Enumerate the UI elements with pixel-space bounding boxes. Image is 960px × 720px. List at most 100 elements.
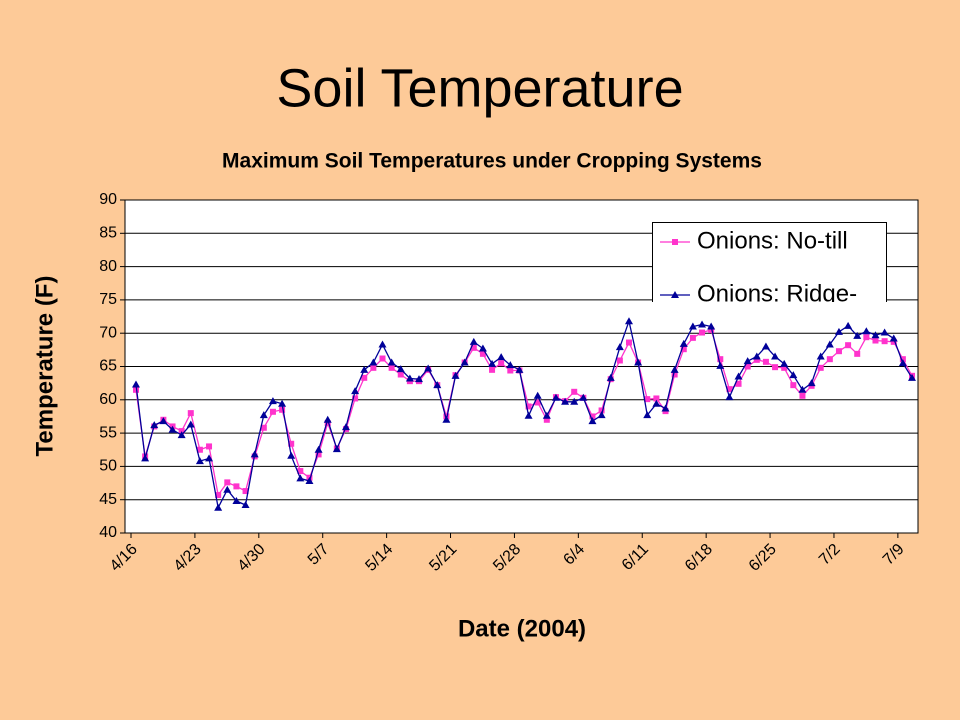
y-tick-label: 70 <box>99 324 117 341</box>
data-point <box>825 340 834 348</box>
data-point <box>725 393 734 401</box>
data-point <box>689 334 696 341</box>
data-point <box>195 457 204 465</box>
data-point <box>708 326 715 333</box>
data-point <box>297 468 304 475</box>
x-tick-label: 6/18 <box>682 541 716 575</box>
data-point <box>232 497 241 505</box>
data-point <box>379 355 386 362</box>
data-point <box>644 396 651 403</box>
data-point <box>259 411 268 419</box>
data-point <box>653 395 660 402</box>
data-point <box>223 485 232 493</box>
x-tick-label: 7/2 <box>816 541 844 569</box>
data-point <box>816 352 825 360</box>
data-point <box>588 417 597 425</box>
data-point <box>571 388 578 395</box>
data-point <box>415 375 424 383</box>
data-point <box>872 337 879 344</box>
data-point <box>525 403 532 410</box>
data-point <box>606 373 615 381</box>
data-point <box>332 445 341 453</box>
data-point <box>844 321 853 329</box>
data-point <box>752 352 761 360</box>
data-point <box>479 350 486 357</box>
data-point <box>661 404 670 412</box>
data-point <box>497 353 506 361</box>
y-axis-label: Temperature (F) <box>31 276 58 457</box>
data-point <box>378 340 387 348</box>
data-point <box>288 440 295 447</box>
legend-label: Onions: Ridge- <box>697 280 857 307</box>
data-point <box>772 364 779 371</box>
data-point <box>405 374 414 382</box>
y-tick-label: 55 <box>99 424 117 441</box>
data-point <box>680 346 687 353</box>
data-point <box>598 407 605 414</box>
legend-box <box>652 222 887 302</box>
data-point <box>260 424 267 431</box>
data-point <box>442 415 451 423</box>
data-point <box>854 350 861 357</box>
data-point <box>351 387 360 395</box>
data-point <box>150 421 159 429</box>
x-tick-label: 7/9 <box>880 541 908 569</box>
data-point <box>488 359 497 367</box>
y-tick-label: 40 <box>99 524 117 541</box>
data-point <box>507 367 514 374</box>
data-point <box>699 329 706 336</box>
legend-label: Onions: No-till <box>697 227 848 254</box>
data-point <box>370 364 377 371</box>
data-point <box>835 348 842 355</box>
data-point <box>159 417 168 425</box>
data-point <box>589 413 596 420</box>
data-point <box>798 385 807 393</box>
data-point <box>470 344 477 351</box>
data-point <box>205 454 214 462</box>
data-point <box>341 423 350 431</box>
data-point <box>324 420 331 427</box>
slide-title: Soil Temperature <box>276 58 683 118</box>
legend-marker <box>672 239 678 245</box>
data-point <box>397 371 404 378</box>
data-point <box>615 343 624 351</box>
data-point <box>323 415 332 423</box>
data-point <box>871 331 880 339</box>
data-point <box>387 358 396 366</box>
x-tick-label: 5/7 <box>305 541 333 569</box>
data-point <box>543 416 550 423</box>
data-point <box>652 399 661 407</box>
data-point <box>533 391 542 399</box>
x-tick-label: 5/21 <box>426 541 460 575</box>
data-point <box>305 477 314 485</box>
x-axis-label: Date (2004) <box>458 615 586 642</box>
data-point <box>489 366 496 373</box>
data-point <box>881 338 888 345</box>
data-point <box>834 327 843 335</box>
y-tick-label: 75 <box>99 291 117 308</box>
data-point <box>388 364 395 371</box>
x-tick-label: 6/4 <box>560 541 588 569</box>
y-tick-label: 80 <box>99 258 117 275</box>
data-point <box>799 392 806 399</box>
data-point <box>451 371 460 379</box>
data-point <box>781 364 788 371</box>
data-point <box>250 450 259 458</box>
y-tick-label: 50 <box>99 458 117 475</box>
x-tick-label: 6/11 <box>619 541 652 574</box>
data-point <box>524 411 533 419</box>
data-point <box>460 358 469 366</box>
chart-title: Maximum Soil Temperatures under Cropping… <box>222 150 762 173</box>
data-point <box>817 364 824 371</box>
data-point <box>498 360 505 367</box>
data-point <box>744 363 751 370</box>
data-point <box>242 488 249 495</box>
data-point <box>278 399 287 407</box>
y-tick-label: 65 <box>99 358 117 375</box>
x-tick-label: 6/25 <box>746 541 780 575</box>
data-point <box>853 331 862 339</box>
data-point <box>515 365 524 373</box>
data-point <box>168 425 177 433</box>
data-point <box>688 322 697 330</box>
data-point <box>862 327 871 335</box>
